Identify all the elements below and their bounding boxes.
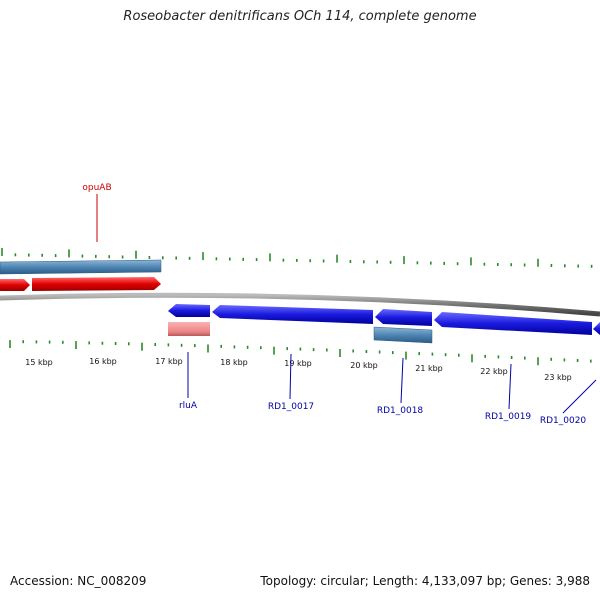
feature-bar-upper [0, 259, 162, 275]
kbp-label: 20 kbp [350, 361, 378, 370]
gene-label-rd1-0018[interactable]: RD1_0018 [377, 406, 424, 416]
kbp-label: 15 kbp [25, 358, 53, 367]
kbp-label: 18 kbp [220, 358, 248, 367]
gene-label-rd1-0019[interactable]: RD1_0019 [485, 412, 532, 422]
gene-label-layer: opuAB rluA RD1_0017 RD1_0018 RD1_0019 RD1_002… [82, 183, 597, 426]
forward-gene-arrow [0, 279, 30, 291]
reverse-gene-arrow-rd1-0019 [434, 312, 592, 335]
topology-text: Topology: circular; Length: 4,133,097 bp… [260, 574, 590, 588]
gene-leader-line [508, 363, 512, 410]
kbp-label: 17 kbp [155, 357, 183, 366]
feature-bar-lower [373, 326, 433, 344]
reverse-gene-arrow-rd1-0017 [212, 305, 373, 324]
gene-leader-line [289, 353, 292, 400]
kbp-label: 21 kbp [415, 364, 443, 373]
inner-tick-track [9, 340, 592, 366]
genome-title: Roseobacter denitrificans OCh 114, compl… [123, 9, 477, 24]
reverse-gene-arrow-rd1-0018 [375, 309, 432, 326]
gene-leader-line [562, 379, 597, 414]
gene-label-rd1-0020[interactable]: RD1_0020 [540, 416, 587, 426]
kbp-label: 22 kbp [480, 367, 508, 376]
gene-leader-line [400, 357, 404, 404]
kbp-label: 19 kbp [284, 359, 312, 368]
reverse-gene-arrow-rlua [168, 304, 210, 317]
gene-label-opuab[interactable]: opuAB [82, 183, 111, 193]
gene-label-rlua[interactable]: rluA [179, 401, 198, 411]
forward-gene-arrow-opuab [32, 277, 161, 291]
reverse-gene-arrow-rd1-0020 [593, 322, 600, 335]
accession-text: Accession: NC_008209 [10, 574, 147, 588]
gene-label-rd1-0017[interactable]: RD1_0017 [268, 402, 314, 412]
genome-backbone [0, 292, 600, 317]
outer-tick-track [1, 248, 593, 268]
kbp-label: 23 kbp [544, 373, 572, 382]
pseudo-gene-bar [168, 322, 210, 336]
kbp-scale: 15 kbp 16 kbp 17 kbp 18 kbp 19 kbp 20 kbp 21 k… [25, 357, 572, 382]
kbp-label: 16 kbp [89, 357, 117, 366]
